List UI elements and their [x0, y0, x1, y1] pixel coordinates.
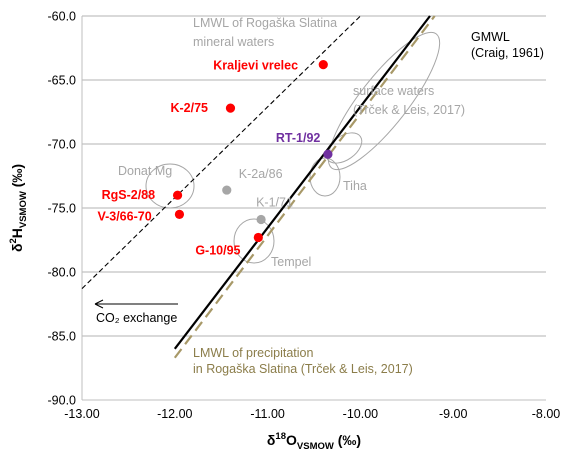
point-v-3-66-70: [174, 209, 185, 219]
point-label: RT-1/92: [276, 131, 321, 145]
line-label: GMWL: [471, 30, 510, 44]
x-axis-title: δ18OVSMOW (‰): [267, 431, 361, 452]
y-axis-title: δ2HVSMOW (‰): [8, 164, 29, 252]
point-kraljevi-vrelec: [318, 60, 328, 70]
x-tick-label: -11.00: [250, 407, 285, 421]
donat-mg-ellipse: [145, 163, 195, 209]
group-label: Donat Mg: [118, 164, 172, 178]
co2-exchange-label: CO₂ exchange: [96, 311, 177, 325]
point-rgs-2-88: [172, 190, 183, 200]
group-label: surface waters: [353, 84, 434, 98]
line-label: in Rogaška Slatina (Trček & Leis, 2017): [193, 362, 413, 376]
line-label: LMWL of precipitation: [193, 346, 313, 360]
x-tick-label: -10.00: [343, 407, 378, 421]
point-label: K-2a/86: [239, 167, 283, 181]
point-label: G-10/95: [195, 243, 240, 257]
line-label: mineral waters: [193, 35, 274, 49]
y-tick-label: -90.0: [48, 394, 77, 408]
line-label: LMWL of Rogaška Slatina: [193, 16, 337, 30]
point-label: Kraljevi vrelec: [213, 59, 298, 73]
group-ellipses: [145, 31, 441, 264]
point-k-1-71: [256, 214, 266, 225]
point-rt-1-92: [323, 149, 333, 159]
y-tick-label: -80.0: [48, 266, 77, 280]
x-tick-label: -8.00: [532, 407, 561, 421]
point-label: RgS-2/88: [102, 188, 156, 202]
line-1: [173, 15, 436, 359]
x-tick-label: -9.00: [439, 407, 468, 421]
y-tick-label: -65.0: [48, 74, 77, 88]
y-tick-label: -70.0: [48, 138, 77, 152]
tempel-ellipse: [233, 218, 275, 264]
grid: [82, 15, 546, 401]
point-label: V-3/66-70: [97, 209, 151, 223]
water-lines: [81, 15, 436, 359]
point-k-2-75: [225, 103, 236, 113]
group-label: (Trček & Leis, 2017): [353, 103, 465, 117]
point-label: K-1/71: [256, 196, 293, 210]
point-k-2a-86: [222, 185, 232, 195]
point-label: K-2/75: [170, 101, 208, 115]
x-tick-label: -13.00: [64, 407, 99, 421]
point-g-10-95: [253, 232, 263, 243]
tiha-ellipse: [309, 157, 341, 197]
x-tick-label: -12.00: [157, 407, 192, 421]
line-label: (Craig, 1961): [471, 46, 544, 60]
axes: -90.0 -85.0 -80.0 -75.0 -70.0 -65.0 -60.0 -13.0…: [8, 10, 560, 453]
y-tick-label: -75.0: [48, 202, 77, 216]
line-2: [81, 15, 361, 290]
annotations: Kraljevi vrelec K-2/75 RgS-2/88 V-3/66-70 G-…: [94, 16, 544, 376]
y-tick-label: -85.0: [48, 330, 77, 344]
line-0: [173, 15, 431, 350]
y-tick-label: -60.0: [48, 10, 77, 24]
co2-arrow-head: [94, 299, 104, 309]
data-points: [172, 60, 333, 243]
group-label: Tiha: [343, 179, 367, 193]
group-label: Tempel: [271, 255, 311, 269]
surface-waters-ellipse: [327, 31, 441, 171]
